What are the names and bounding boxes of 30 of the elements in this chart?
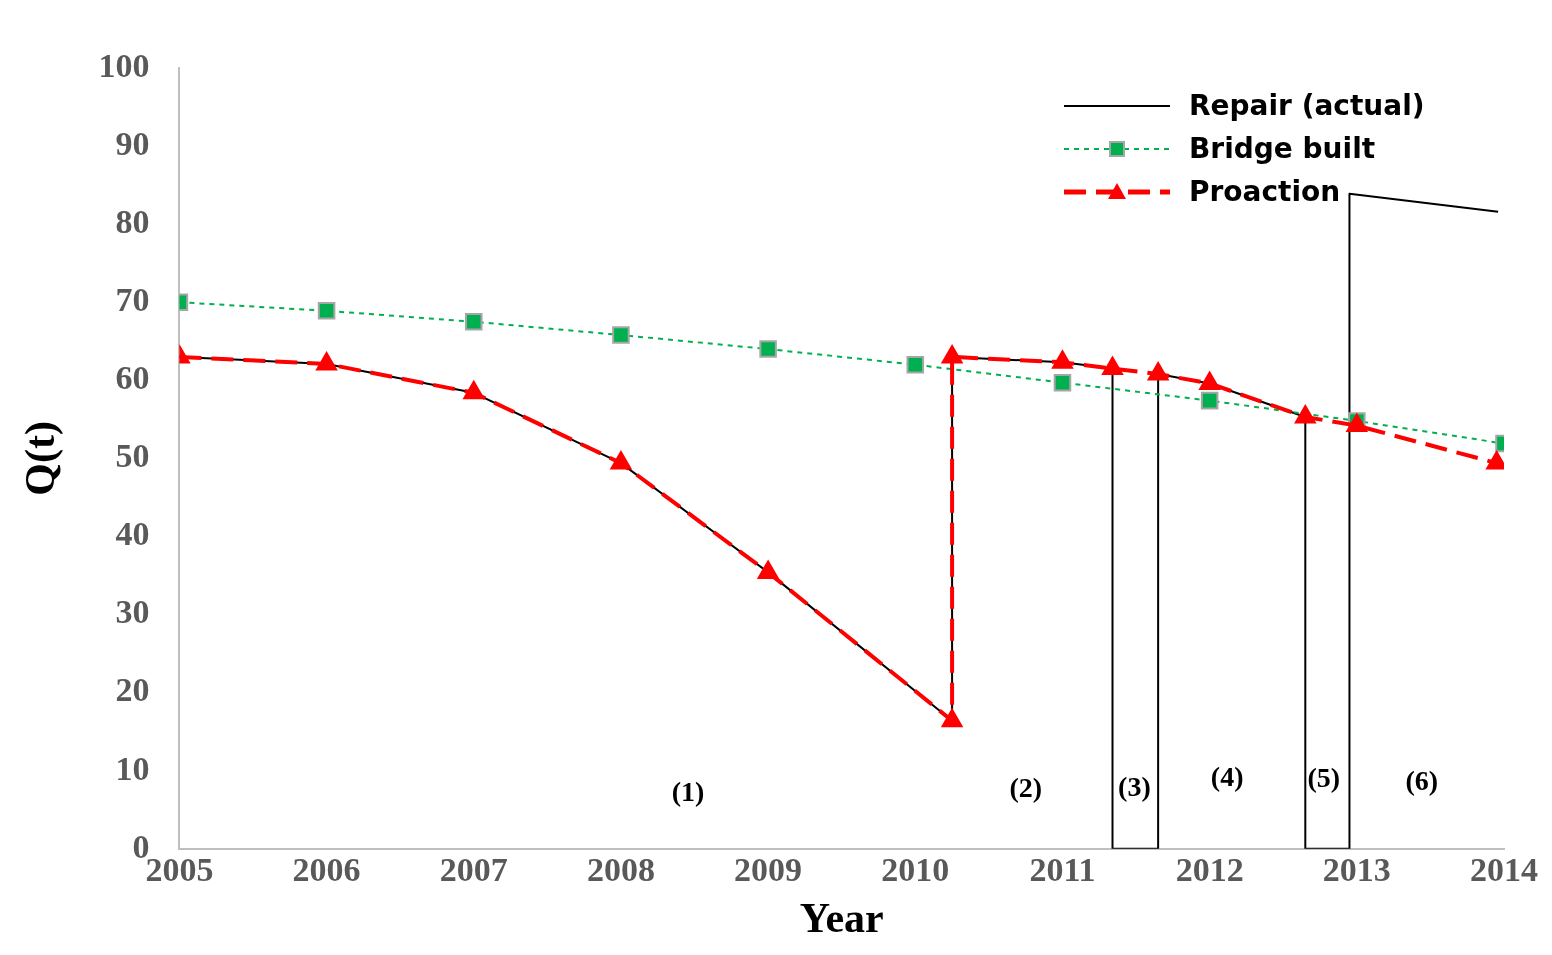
y-tick-label: 100 <box>98 46 150 84</box>
y-tick-label: 80 <box>115 202 150 240</box>
y-tick-label: 10 <box>115 749 150 787</box>
legend-label: Repair (actual) <box>1189 89 1425 123</box>
annotation: (1) <box>671 776 705 808</box>
x-tick-label: 2006 <box>292 850 361 888</box>
x-tick-label: 2007 <box>439 850 508 888</box>
x-tick-label: 2012 <box>1175 850 1244 888</box>
x-tick-label: 2008 <box>586 850 655 888</box>
y-tick-label: 50 <box>115 437 150 475</box>
x-tick-label: 2011 <box>1029 850 1096 888</box>
y-tick-label: 40 <box>115 515 150 553</box>
y-tick-label: 70 <box>115 281 150 319</box>
annotation: (3) <box>1118 770 1151 802</box>
x-tick-label: 2013 <box>1322 850 1391 888</box>
y-tick-label: 60 <box>115 359 150 397</box>
legend-label: Bridge built <box>1189 132 1376 166</box>
y-tick-label: 90 <box>115 124 150 162</box>
y-tick-label: 20 <box>115 671 150 709</box>
y-axis-title: Q(t) <box>17 421 65 496</box>
annotation: (6) <box>1405 765 1439 797</box>
x-tick-label: 2014 <box>1470 850 1538 888</box>
x-tick-label: 2009 <box>734 850 803 888</box>
legend-label: Proaction <box>1189 175 1341 209</box>
y-tick-label: 30 <box>115 593 150 631</box>
x-tick-label: 2010 <box>881 850 950 888</box>
x-axis-title: Year <box>799 894 884 941</box>
annotation: (5) <box>1307 762 1341 794</box>
annotation: (2) <box>1009 772 1043 804</box>
annotation: (4) <box>1210 760 1244 792</box>
